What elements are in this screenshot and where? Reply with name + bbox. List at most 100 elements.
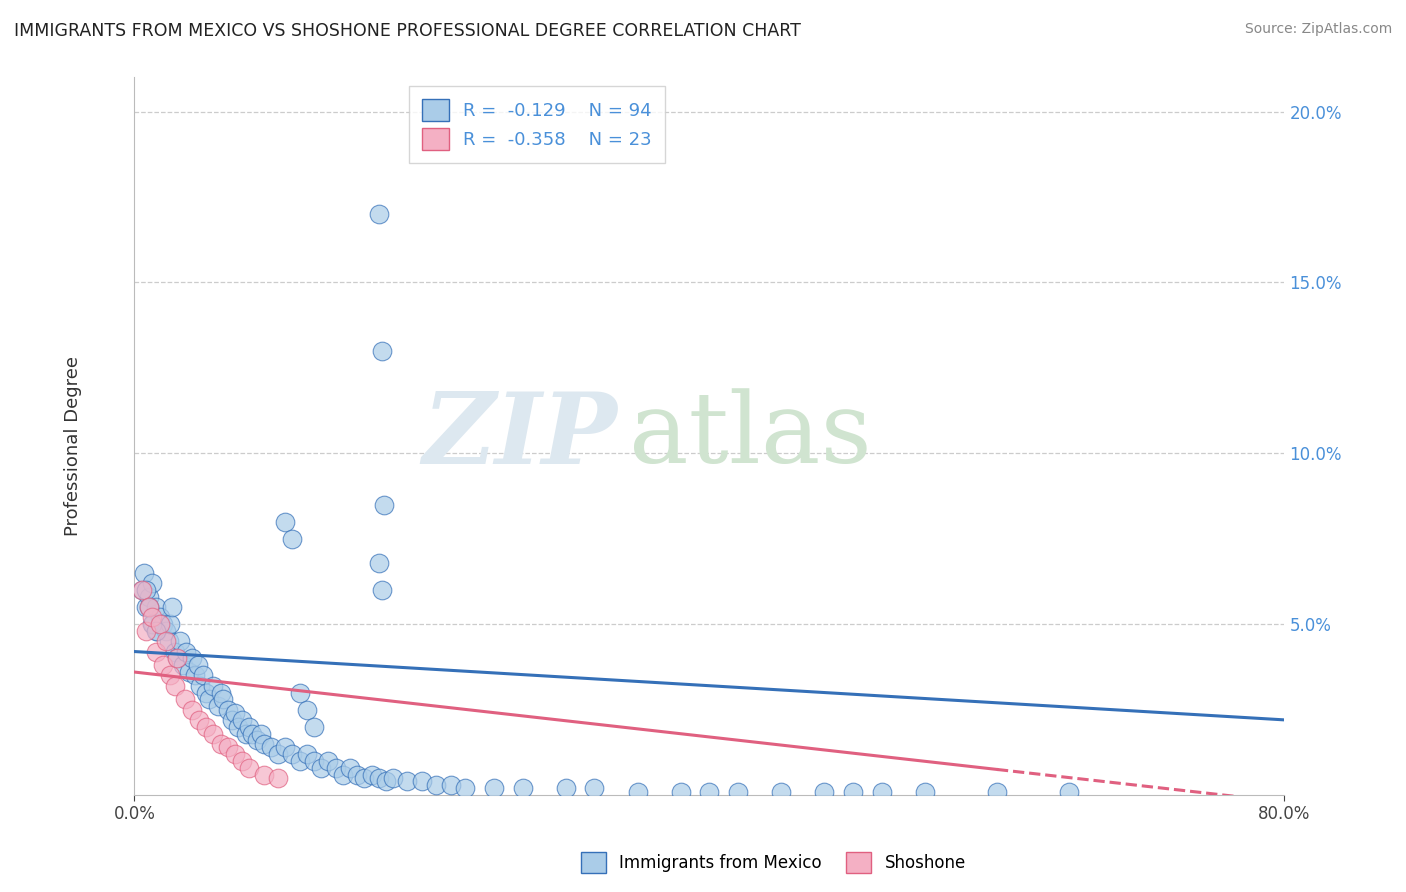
Point: [914, 784, 936, 798]
Point: [253, 767, 276, 781]
Point: [870, 784, 893, 798]
Point: [141, 576, 163, 591]
Text: Source: ZipAtlas.com: Source: ZipAtlas.com: [1244, 22, 1392, 37]
Point: [231, 713, 253, 727]
Point: [190, 679, 212, 693]
Point: [184, 668, 207, 682]
Point: [396, 774, 419, 789]
Point: [221, 713, 243, 727]
Point: [163, 644, 186, 658]
Point: [209, 685, 232, 699]
Point: [554, 781, 576, 796]
Point: [217, 740, 239, 755]
Point: [145, 600, 167, 615]
Text: IMMIGRANTS FROM MEXICO VS SHOSHONE PROFESSIONAL DEGREE CORRELATION CHART: IMMIGRANTS FROM MEXICO VS SHOSHONE PROFE…: [14, 22, 801, 40]
Point: [138, 600, 160, 615]
Point: [146, 624, 169, 638]
Point: [149, 617, 172, 632]
Point: [235, 726, 257, 740]
Point: [138, 600, 160, 615]
Point: [986, 784, 1008, 798]
Point: [159, 668, 181, 682]
Point: [238, 720, 260, 734]
Point: [346, 767, 368, 781]
Point: [274, 515, 297, 529]
Point: [370, 343, 392, 358]
Text: atlas: atlas: [628, 388, 872, 484]
Point: [131, 582, 153, 597]
Point: [152, 617, 174, 632]
Point: [370, 582, 392, 597]
Point: [295, 703, 318, 717]
Point: [173, 692, 195, 706]
Point: [245, 733, 267, 747]
Point: [367, 771, 389, 785]
Point: [425, 778, 447, 792]
Point: [198, 692, 221, 706]
Point: [318, 754, 340, 768]
Point: [353, 771, 375, 785]
Point: [160, 600, 183, 615]
Point: [411, 774, 433, 789]
Point: [134, 566, 156, 580]
Point: [157, 634, 180, 648]
Point: [226, 720, 249, 734]
Point: [302, 754, 325, 768]
Point: [166, 651, 188, 665]
Point: [281, 747, 304, 761]
Point: [512, 781, 534, 796]
Point: [253, 737, 276, 751]
Point: [699, 784, 721, 798]
Point: [145, 644, 167, 658]
Point: [142, 617, 165, 632]
Point: [626, 784, 648, 798]
Text: Professional Degree: Professional Degree: [65, 356, 82, 536]
Point: [180, 651, 202, 665]
Point: [669, 784, 692, 798]
Point: [166, 651, 188, 665]
Point: [367, 556, 389, 570]
Point: [267, 771, 290, 785]
Point: [141, 617, 163, 632]
Point: [224, 747, 246, 761]
Point: [149, 610, 172, 624]
Legend: R =  -0.129    N = 94, R =  -0.358    N = 23: R = -0.129 N = 94, R = -0.358 N = 23: [409, 87, 665, 163]
Point: [188, 713, 211, 727]
Point: [202, 679, 225, 693]
Point: [180, 703, 202, 717]
Point: [583, 781, 606, 796]
Point: [770, 784, 793, 798]
Point: [217, 703, 239, 717]
Point: [1057, 784, 1080, 798]
Point: [207, 699, 229, 714]
Point: [382, 771, 405, 785]
Point: [288, 685, 311, 699]
Point: [195, 685, 218, 699]
Point: [454, 781, 477, 796]
Point: [373, 498, 395, 512]
Point: [155, 634, 177, 648]
Point: [295, 747, 318, 761]
Point: [250, 726, 273, 740]
Point: [813, 784, 835, 798]
Point: [260, 740, 283, 755]
Point: [224, 706, 246, 720]
Point: [288, 754, 311, 768]
Point: [267, 747, 290, 761]
Point: [209, 737, 232, 751]
Point: [177, 665, 200, 679]
Point: [174, 644, 197, 658]
Point: [131, 582, 153, 597]
Point: [325, 761, 347, 775]
Point: [332, 767, 354, 781]
Point: [195, 720, 218, 734]
Point: [238, 761, 260, 775]
Point: [727, 784, 749, 798]
Point: [212, 692, 235, 706]
Point: [169, 634, 191, 648]
Point: [193, 668, 215, 682]
Point: [163, 679, 186, 693]
Point: [302, 720, 325, 734]
Text: ZIP: ZIP: [422, 388, 617, 484]
Point: [842, 784, 865, 798]
